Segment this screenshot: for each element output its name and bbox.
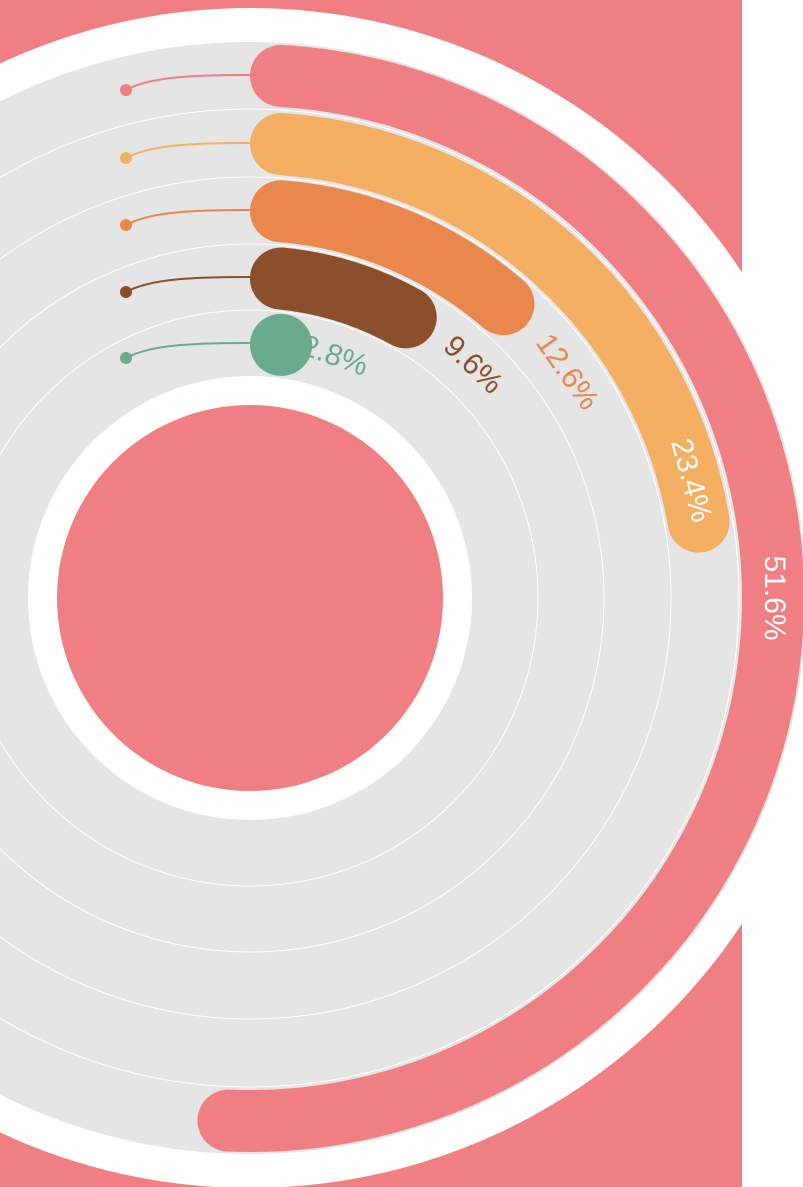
leader-line: [125, 142, 251, 159]
track-divider: [0, 243, 605, 953]
leader-dot: [120, 219, 132, 231]
leader-line: [125, 209, 251, 226]
track-dividers: [0, 108, 740, 1088]
leader-line: [125, 74, 251, 91]
bar: [197, 44, 803, 1152]
leader-line: [125, 276, 251, 293]
leader-dot: [120, 352, 132, 364]
value-label: 51.6%: [758, 555, 791, 640]
leader-dot: [120, 152, 132, 164]
bar: [249, 113, 730, 553]
bar: [249, 247, 437, 349]
leader-line: [125, 342, 251, 359]
leader-dot: [120, 84, 132, 96]
leader-dot: [120, 286, 132, 298]
track-divider: [0, 176, 672, 1020]
track-divider: [0, 309, 539, 887]
track-divider: [0, 108, 740, 1088]
bar: [249, 180, 535, 336]
center-disc: [57, 405, 443, 791]
